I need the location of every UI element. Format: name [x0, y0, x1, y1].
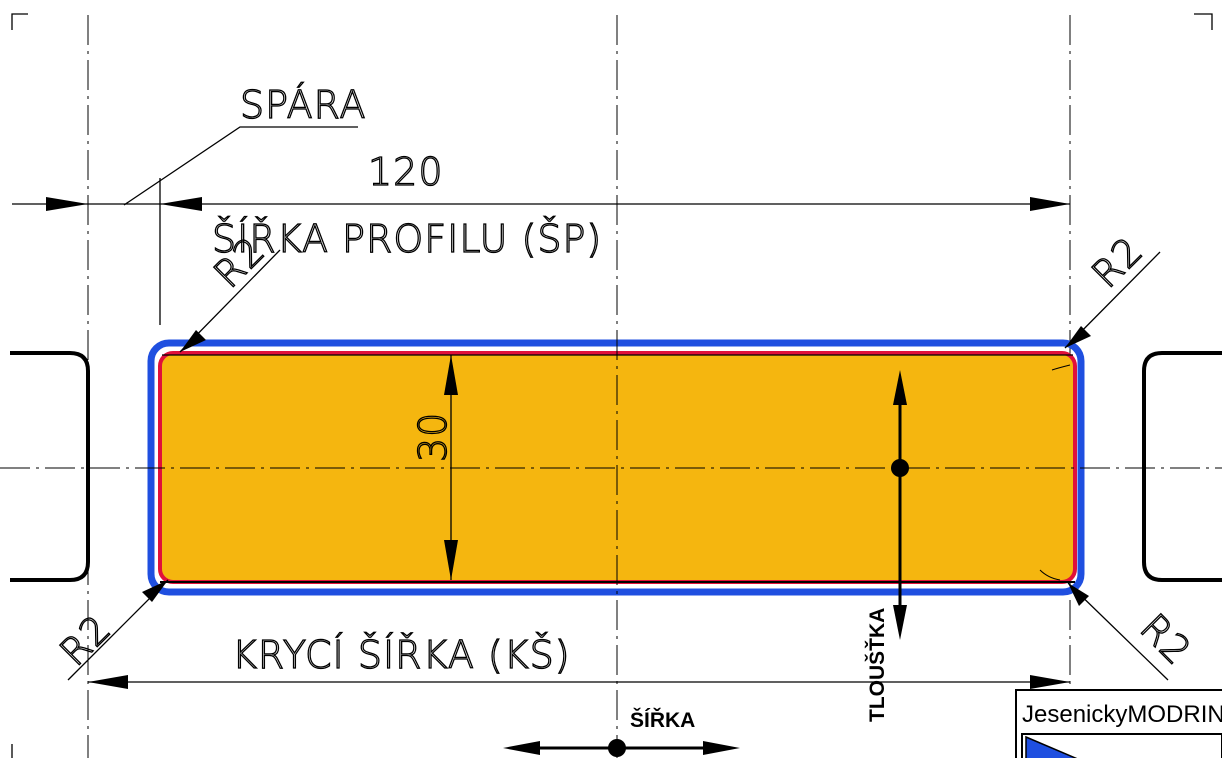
gap-label: SPÁRA — [240, 83, 366, 127]
brand-logo-mark — [1025, 735, 1078, 758]
brand-logo: JesenickyMODRIN — [1015, 689, 1222, 758]
neighbor-board-right — [1142, 351, 1222, 582]
thickness-dimension: 30 — [410, 355, 458, 580]
thickness-axis-label: TLOUŠŤKA — [865, 608, 889, 722]
frame-corner-marks — [11, 13, 1213, 758]
profile-width-label: ŠÍŘKA PROFILU (ŠP) — [212, 217, 602, 261]
radius-label-bottom-left: R2 — [51, 606, 119, 674]
radius-label-top-right: R2 — [1083, 228, 1151, 296]
width-value-label: 120 — [368, 150, 444, 194]
gap-callout: SPÁRA — [123, 82, 366, 325]
radius-label-bottom-right: R2 — [1132, 605, 1200, 673]
cover-width-label: KRYCÍ ŠÍŘKA (KŠ) — [232, 633, 571, 677]
width-axis-label: ŠÍŘKA — [630, 708, 695, 732]
profile-width-dimension: 120 ŠÍŘKA PROFILU (ŠP) — [12, 149, 1070, 262]
thickness-axis-indicator: TLOUŠŤKA — [865, 370, 909, 722]
width-axis-indicator: ŠÍŘKA — [503, 708, 740, 757]
thickness-value-label: 30 — [411, 412, 455, 462]
brand-label: JesenickyMODRIN — [1022, 701, 1222, 728]
neighbor-board-left — [10, 351, 90, 582]
cover-width-dimension: KRYCÍ ŠÍŘKA (KŠ) — [88, 632, 1070, 689]
neighbor-boards — [10, 351, 1222, 582]
